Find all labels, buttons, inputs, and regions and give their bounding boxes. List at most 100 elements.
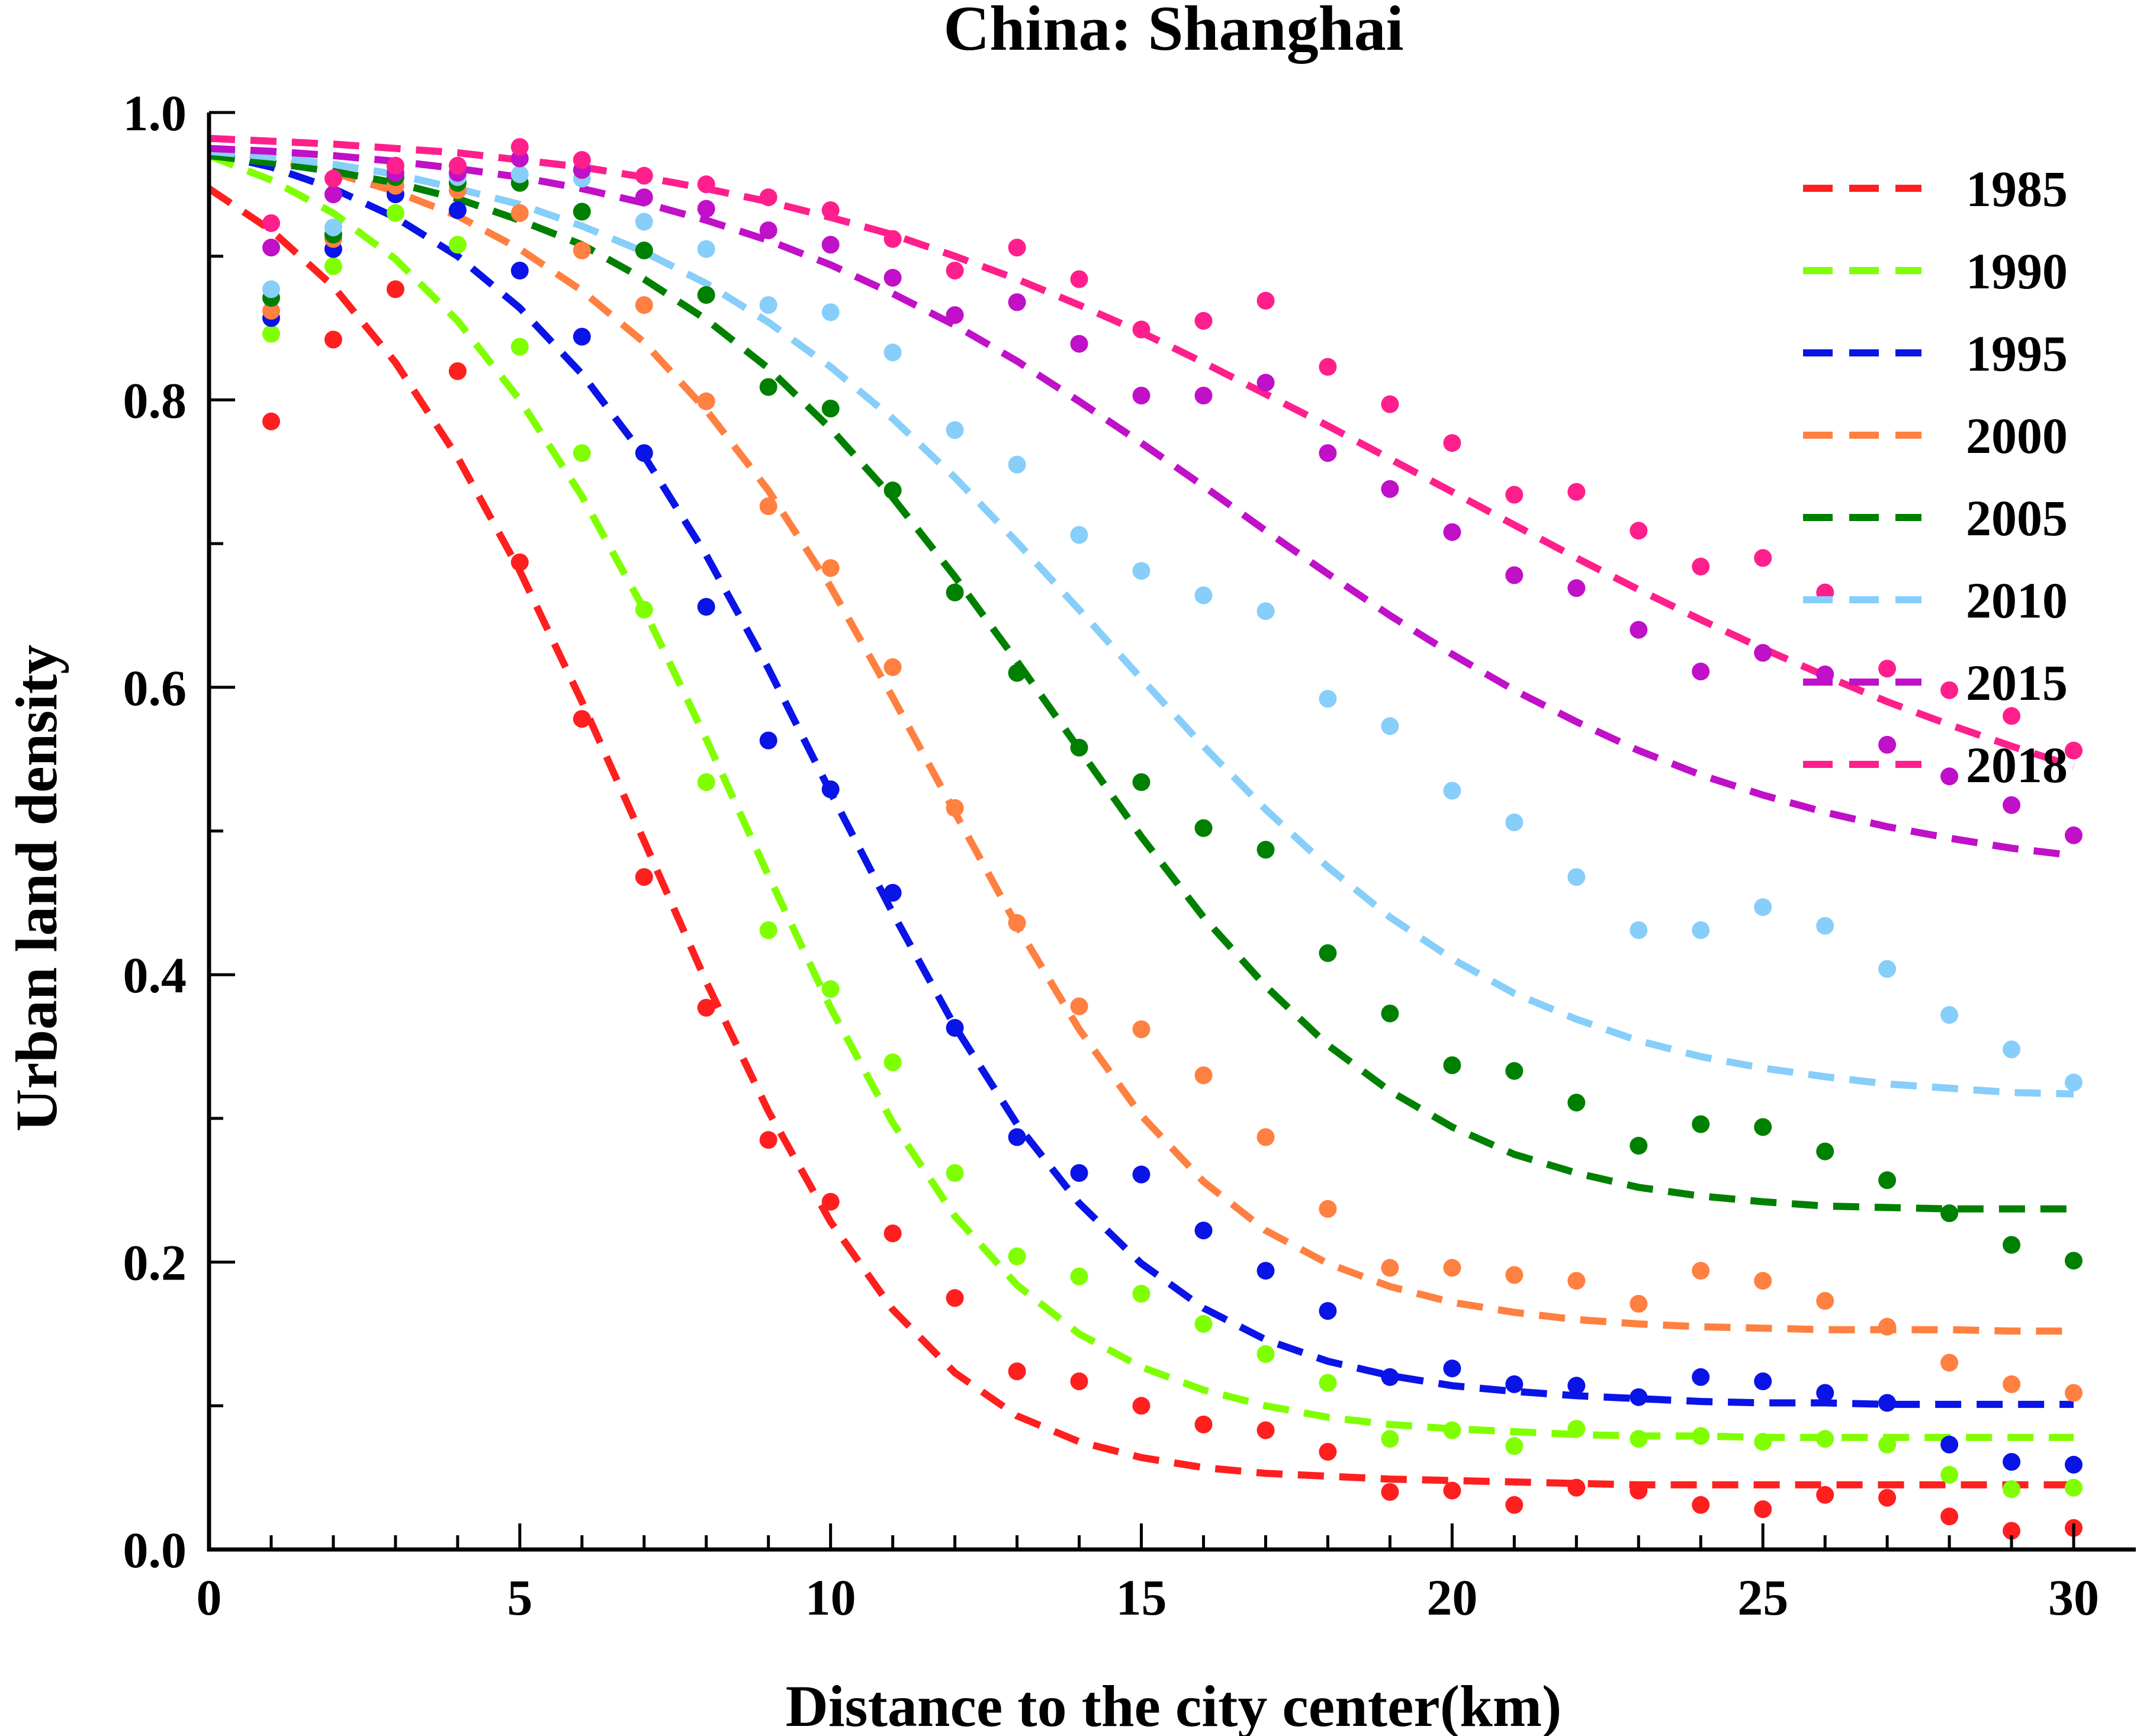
data-point-1985 <box>1319 1443 1337 1461</box>
data-point-1990 <box>1754 1433 1772 1451</box>
data-point-1985 <box>1630 1481 1648 1500</box>
data-point-2000 <box>1567 1272 1586 1290</box>
data-point-2010 <box>510 165 529 184</box>
data-point-1990 <box>883 1053 902 1072</box>
data-point-1990 <box>2003 1480 2021 1499</box>
data-point-1985 <box>1257 1421 1275 1439</box>
data-point-1985 <box>324 330 342 349</box>
data-point-2018 <box>1070 270 1088 288</box>
data-point-2000 <box>1443 1259 1461 1277</box>
data-point-2005 <box>1008 664 1026 682</box>
data-point-2010 <box>1505 813 1524 831</box>
data-point-2005 <box>573 202 591 221</box>
data-point-1990 <box>697 773 715 791</box>
data-point-2015 <box>1381 480 1399 498</box>
data-point-1990 <box>821 980 840 998</box>
data-point-2005 <box>883 481 902 500</box>
data-point-2015 <box>1132 387 1151 405</box>
data-point-2005 <box>1692 1115 1710 1133</box>
data-point-2010 <box>1940 1006 1959 1024</box>
data-point-1990 <box>1319 1374 1337 1392</box>
data-point-2005 <box>1194 819 1213 837</box>
data-point-2000 <box>759 497 777 515</box>
data-point-1985 <box>697 999 715 1017</box>
x-tick-label: 25 <box>1737 1569 1788 1626</box>
data-point-2005 <box>1319 944 1337 962</box>
data-point-2015 <box>1567 579 1586 597</box>
data-point-2005 <box>1505 1062 1524 1080</box>
data-point-2015 <box>324 185 342 204</box>
data-point-2000 <box>262 301 280 320</box>
data-point-2005 <box>1132 773 1151 791</box>
data-point-2010 <box>1878 960 1897 978</box>
data-point-2015 <box>1070 335 1088 353</box>
y-tick-label: 0.8 <box>123 372 187 429</box>
data-point-2018 <box>386 156 404 175</box>
y-tick-label: 0.4 <box>123 947 187 1004</box>
data-point-2010 <box>759 296 777 314</box>
legend-label-2000: 2000 <box>1966 407 2068 464</box>
data-point-2015 <box>1319 444 1337 462</box>
data-point-2010 <box>1630 921 1648 939</box>
data-point-2018 <box>1132 320 1151 339</box>
plot-marks <box>207 134 2083 1540</box>
data-point-2018 <box>448 156 467 175</box>
data-point-2015 <box>946 306 964 324</box>
legend-label-2015: 2015 <box>1966 654 2068 711</box>
data-point-1990 <box>1692 1427 1710 1445</box>
data-point-2018 <box>946 262 964 279</box>
x-tick-label: 20 <box>1426 1569 1477 1626</box>
data-point-1995 <box>1443 1359 1461 1378</box>
data-point-1995 <box>1567 1377 1586 1395</box>
data-point-1985 <box>883 1224 902 1243</box>
data-point-2005 <box>1070 738 1088 757</box>
data-point-2018 <box>821 201 840 219</box>
data-point-1995 <box>1505 1375 1524 1393</box>
y-axis-label: Urban land density <box>4 645 69 1131</box>
x-tick-label: 30 <box>2048 1569 2099 1626</box>
data-point-1995 <box>1692 1368 1710 1386</box>
chart-title: China: Shanghai <box>943 0 1403 64</box>
data-point-1990 <box>635 600 653 619</box>
data-point-2000 <box>510 204 529 222</box>
legend-label-2010: 2010 <box>1966 572 2068 629</box>
data-point-1995 <box>1319 1302 1337 1320</box>
data-point-1995 <box>448 201 467 219</box>
axes: 0 5 10 15 20 25 30 0.0 0.2 0.4 0.6 0.8 1.0 <box>123 85 2136 1626</box>
data-point-1985 <box>1754 1500 1772 1518</box>
data-point-1985 <box>821 1192 840 1211</box>
data-point-1995 <box>635 444 653 462</box>
data-point-2005 <box>1754 1118 1772 1136</box>
data-point-2015 <box>821 236 840 254</box>
data-point-2015 <box>2065 826 2083 844</box>
data-point-1995 <box>573 327 591 346</box>
data-point-1990 <box>1816 1430 1834 1448</box>
fit-line-2000 <box>208 144 2074 1335</box>
data-point-2005 <box>1443 1056 1461 1075</box>
legend-label-1985: 1985 <box>1966 160 2068 217</box>
x-tick-label: 5 <box>507 1569 532 1626</box>
data-point-2018 <box>1940 681 1959 699</box>
data-point-1990 <box>448 236 467 254</box>
data-point-2000 <box>1940 1354 1959 1372</box>
legend: 1985 1990 1995 2000 2005 2010 2015 2018 <box>1803 160 2068 793</box>
data-point-2000 <box>821 559 840 577</box>
data-point-2018 <box>759 188 777 207</box>
data-point-2000 <box>1692 1262 1710 1280</box>
data-point-1995 <box>1816 1384 1834 1402</box>
data-point-2000 <box>2065 1384 2083 1402</box>
data-point-2018 <box>1319 358 1337 376</box>
data-point-2000 <box>883 658 902 676</box>
data-point-2005 <box>2003 1236 2021 1254</box>
data-point-2010 <box>635 213 653 231</box>
data-point-1995 <box>1940 1435 1959 1454</box>
data-point-2010 <box>1816 917 1834 935</box>
data-point-2015 <box>635 188 653 207</box>
data-point-1985 <box>262 412 280 430</box>
data-point-1990 <box>1878 1435 1897 1454</box>
data-point-2015 <box>759 221 777 239</box>
data-point-1990 <box>759 921 777 939</box>
data-point-2010 <box>324 218 342 237</box>
data-point-1985 <box>510 553 529 571</box>
data-point-2015 <box>262 239 280 257</box>
